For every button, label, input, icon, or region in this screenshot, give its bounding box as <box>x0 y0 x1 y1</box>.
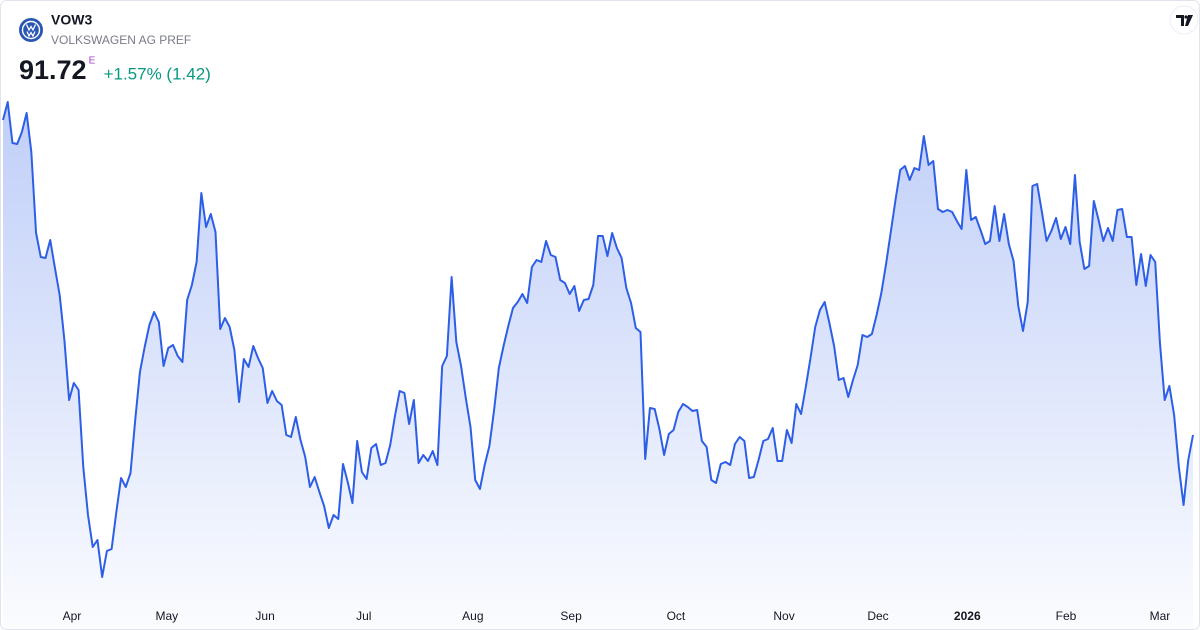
x-tick-label: Aug <box>462 609 483 623</box>
price-change: +1.57% (1.42) <box>104 64 211 83</box>
x-tick-label: Jul <box>356 609 371 623</box>
x-tick-label: Sep <box>560 609 582 623</box>
area-fill <box>3 102 1193 629</box>
x-tick-label: Mar <box>1150 609 1171 623</box>
x-tick-label: Feb <box>1056 609 1077 623</box>
x-tick-label: Apr <box>63 609 82 623</box>
x-tick-label: Dec <box>867 609 888 623</box>
price-flag: E <box>89 56 96 67</box>
company-name: VOLKSWAGEN AG PREF <box>51 33 191 47</box>
price-line <box>2 101 1194 578</box>
x-tick-label: May <box>156 609 179 623</box>
symbol: VOW3 <box>51 12 92 28</box>
x-tick-label: Jun <box>255 609 274 623</box>
price: 91.72 <box>19 55 87 85</box>
x-tick-label: 2026 <box>954 609 981 623</box>
x-tick-label: Nov <box>773 609 794 623</box>
x-tick-label: Oct <box>667 609 686 623</box>
logo <box>19 18 43 42</box>
tradingview-logo <box>1169 5 1199 35</box>
plot-area <box>2 101 1194 629</box>
